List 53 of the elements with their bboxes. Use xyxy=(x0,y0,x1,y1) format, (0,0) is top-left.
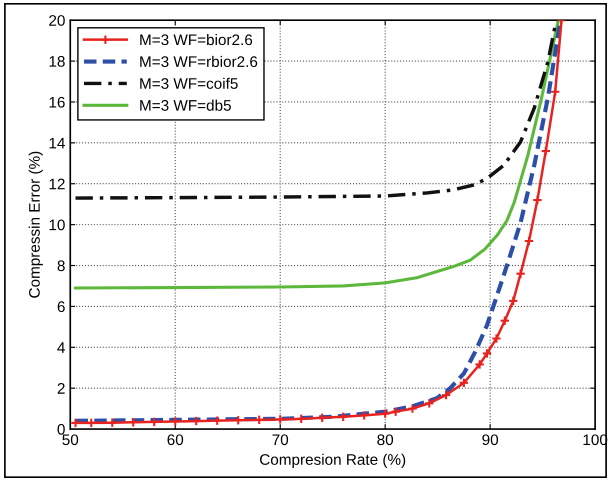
legend-label: M=3 WF=db5 xyxy=(140,100,231,111)
point xyxy=(474,359,485,370)
point xyxy=(254,414,264,426)
y-tick-label: 8 xyxy=(58,260,65,272)
y-tick-label: 12 xyxy=(50,178,65,190)
legend-label: M=3 WF=bior2.6 xyxy=(140,34,252,46)
x-tick-label: 80 xyxy=(377,434,394,446)
x-tick-label: 60 xyxy=(168,434,184,446)
point xyxy=(107,418,118,428)
point xyxy=(407,403,418,414)
point xyxy=(390,406,401,417)
point xyxy=(191,416,202,426)
point xyxy=(296,414,306,424)
point xyxy=(540,146,551,156)
y-tick-label: 10 xyxy=(50,219,65,230)
point xyxy=(491,333,502,344)
line-series xyxy=(74,20,560,290)
y-tick-label: 18 xyxy=(50,56,65,67)
point xyxy=(338,412,348,422)
y-tick-label: 14 xyxy=(50,138,65,148)
point xyxy=(358,410,370,421)
point xyxy=(532,194,543,206)
point xyxy=(70,418,81,428)
y-tick-label: 20 xyxy=(49,15,65,26)
y-tick-label: 6 xyxy=(58,301,65,312)
point xyxy=(233,415,244,426)
x-tick-label: 90 xyxy=(482,434,498,446)
point xyxy=(500,315,510,326)
line-series xyxy=(74,20,558,200)
point xyxy=(424,398,434,409)
point xyxy=(128,417,138,428)
y-tick-label: 0 xyxy=(58,424,65,435)
point xyxy=(316,412,328,424)
point xyxy=(458,378,470,388)
legend-label: M=3 WF=coif5 xyxy=(140,78,238,89)
legend-label: M=3 WF=rbior2.6 xyxy=(140,56,258,68)
point xyxy=(440,390,452,400)
point xyxy=(86,418,96,428)
point xyxy=(212,415,222,426)
x-axis-title: Compresion Rate (%) xyxy=(260,454,406,468)
point xyxy=(508,296,518,306)
point xyxy=(524,236,534,246)
y-tick-label: 2 xyxy=(58,383,65,394)
point xyxy=(380,408,390,419)
x-tick-label: 70 xyxy=(272,434,288,446)
point xyxy=(515,268,526,279)
point xyxy=(550,86,560,97)
y-axis-title: Compressin Error (%) xyxy=(28,152,43,298)
x-tick-label: 50 xyxy=(62,434,78,446)
point xyxy=(274,414,286,425)
point xyxy=(482,348,492,359)
y-tick-label: 16 xyxy=(50,96,65,108)
y-tick-label: 4 xyxy=(57,342,65,353)
